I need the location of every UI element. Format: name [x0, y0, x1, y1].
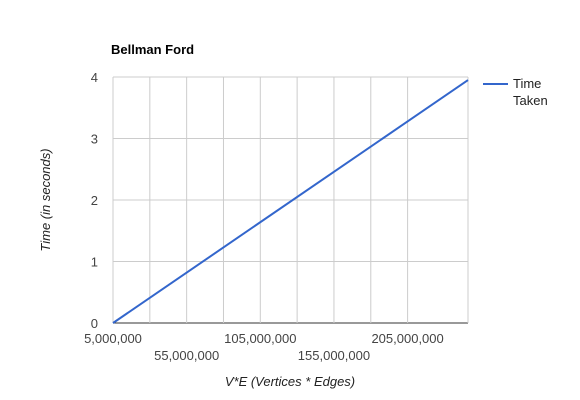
y-tick-label: 4: [91, 70, 98, 85]
legend-label-line-2: Taken: [513, 93, 548, 108]
legend-label-line-1: Time: [513, 76, 541, 91]
ticks-group: 0 1 2 3 4 5,000,000 55,000,000 105,000,000155,0…: [84, 70, 444, 363]
x-tick-label: 55,000,000: [154, 348, 219, 363]
y-tick-label: 1: [91, 255, 98, 270]
x-tick-label: 205,000,000: [371, 331, 443, 346]
grid: [112, 76, 469, 324]
x-tick-label: 5,000,000: [84, 331, 142, 346]
y-axis-label: Time (in seconds): [38, 148, 53, 251]
y-tick-label: 2: [91, 193, 98, 208]
y-tick-label: 3: [91, 132, 98, 147]
x-tick-label: 105,000,000: [224, 331, 296, 346]
x-axis-label: V*E (Vertices * Edges): [225, 374, 355, 389]
x-tick-label: 155,000,000: [298, 348, 370, 363]
legend-label: Time Taken: [513, 76, 548, 108]
series-group: [112, 79, 469, 324]
chart-title: Bellman Ford: [111, 42, 194, 57]
y-tick-label: 0: [91, 316, 98, 331]
series-line: [112, 79, 469, 324]
legend: Time Taken: [483, 76, 548, 108]
